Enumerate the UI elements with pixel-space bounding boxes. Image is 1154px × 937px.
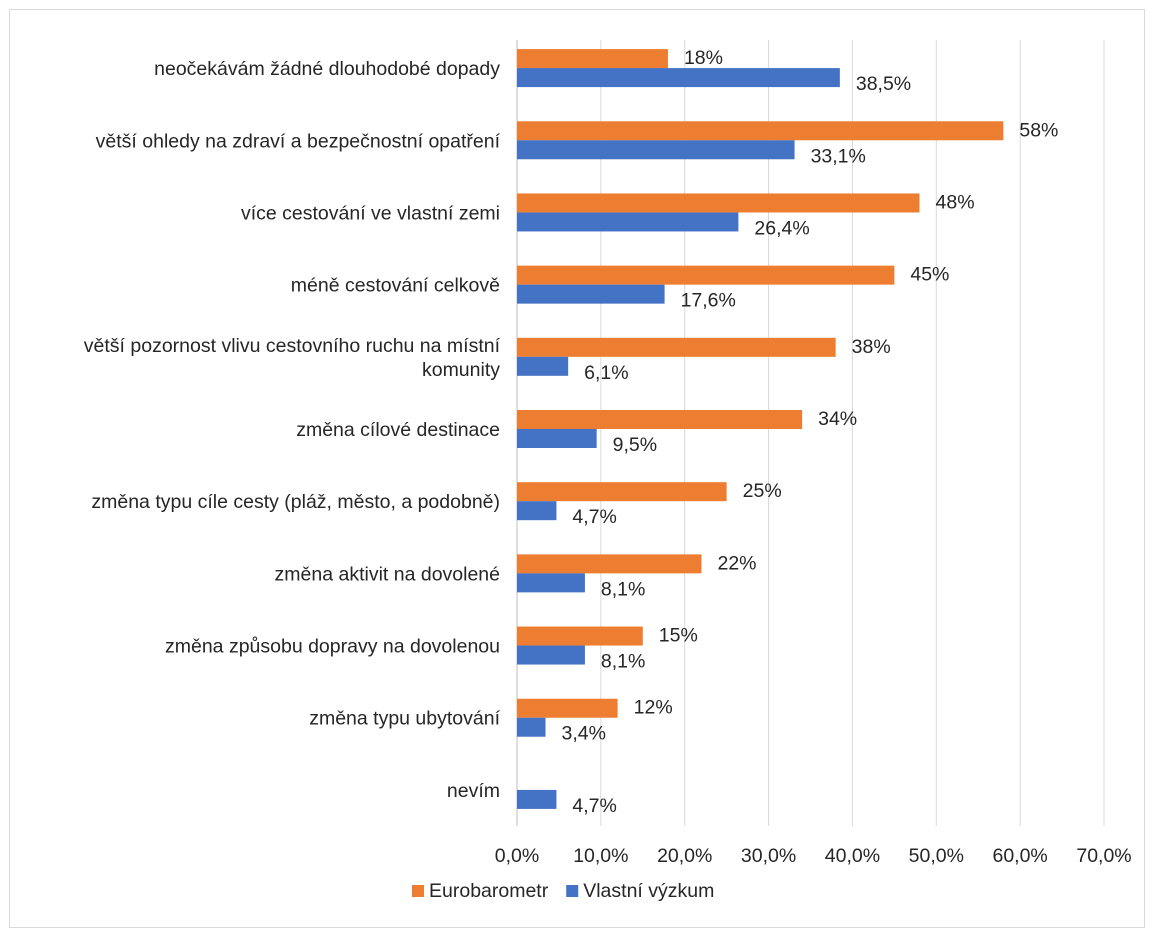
category-label-line: méně cestování celkově [291,275,500,297]
bar-eurobarometr [517,49,668,69]
category-label-line: změna typu ubytování [309,708,500,730]
data-label-eurobarometr: 15% [659,625,698,647]
data-label-vlastni-vyzkum: 8,1% [601,578,645,600]
bar-eurobarometr [517,482,727,502]
category-label: změna typu cíle cesty (pláž, město, a po… [91,491,500,513]
category-label-line: větší ohledy na zdraví a bezpečnostní op… [96,130,501,152]
bar-vlastni-vyzkum [517,140,795,160]
legend-label: Eurobarometr [429,880,549,902]
data-label-eurobarometr: 22% [717,552,756,574]
data-label-vlastni-vyzkum: 38,5% [856,73,911,95]
data-label-vlastni-vyzkum: 6,1% [584,362,628,384]
data-label-vlastni-vyzkum: 33,1% [811,145,866,167]
category-label-line: větší pozornost vlivu cestovního ruchu n… [84,335,501,357]
legend-label: Vlastní výzkum [583,880,714,902]
category-label-line: změna cílové destinace [296,419,500,441]
category-label: změna typu ubytování [309,708,500,730]
data-label-eurobarometr: 34% [818,408,857,430]
bar-eurobarometr [517,410,803,429]
bar-vlastni-vyzkum [517,356,569,376]
category-label: více cestování ve vlastní zemi [241,202,500,224]
data-label-vlastni-vyzkum: 3,4% [562,723,606,745]
category-label-line: více cestování ve vlastní zemi [241,202,500,224]
category-label: změna cílové destinace [296,419,500,441]
bar-vlastni-vyzkum [517,68,840,88]
x-tick-label: 10,0% [573,845,628,867]
data-label-eurobarometr: 18% [684,47,723,69]
x-tick-label: 40,0% [825,845,880,867]
category-label: změna aktivit na dovolené [275,563,500,585]
data-label-eurobarometr: 25% [743,480,782,502]
category-label: neočekávám žádné dlouhodobé dopady [154,58,500,80]
category-label-line: změna aktivit na dovolené [275,563,500,585]
x-tick-label: 70,0% [1076,845,1131,867]
category-label-line: nevím [447,780,500,802]
category-label: nevím [447,780,500,802]
chart-frame [9,9,1145,928]
bar-vlastni-vyzkum [517,429,597,448]
x-tick-label: 60,0% [992,845,1047,867]
data-label-vlastni-vyzkum: 4,7% [572,506,616,528]
category-label: změna způsobu dopravy na dovolenou [165,636,500,658]
bar-eurobarometr [517,121,1004,141]
data-label-eurobarometr: 45% [910,264,949,286]
legend-swatch [412,885,424,897]
bar-vlastni-vyzkum [517,501,557,521]
bar-vlastni-vyzkum [517,212,739,232]
x-tick-label: 50,0% [909,845,964,867]
x-tick-label: 30,0% [741,845,796,867]
data-label-vlastni-vyzkum: 4,7% [572,795,616,817]
category-label-line: změna způsobu dopravy na dovolenou [165,636,500,658]
bar-eurobarometr [517,698,618,718]
data-label-eurobarometr: 48% [936,191,975,213]
data-label-vlastni-vyzkum: 8,1% [601,651,645,673]
bar-eurobarometr [517,337,836,357]
category-label: méně cestování celkově [291,275,500,297]
x-tick-label: 20,0% [657,845,712,867]
data-label-eurobarometr: 38% [852,336,891,358]
data-label-vlastni-vyzkum: 26,4% [754,217,809,239]
bar-eurobarometr [517,193,920,213]
data-label-eurobarometr: 12% [634,697,673,719]
x-tick-label: 0,0% [495,845,539,867]
bar-vlastni-vyzkum [517,573,585,593]
bar-vlastni-vyzkum [517,645,585,665]
category-label-line: změna typu cíle cesty (pláž, město, a po… [91,491,500,513]
bar-eurobarometr [517,265,895,285]
data-label-vlastni-vyzkum: 17,6% [681,290,736,312]
category-label-line: neočekávám žádné dlouhodobé dopady [154,58,500,80]
data-label-eurobarometr: 58% [1019,119,1058,141]
bar-eurobarometr [517,554,702,574]
category-label-line: komunity [422,359,500,381]
bar-eurobarometr [517,626,643,646]
category-label: větší pozornost vlivu cestovního ruchu n… [84,335,501,381]
bar-vlastni-vyzkum [517,789,557,809]
bar-vlastni-vyzkum [517,284,665,304]
data-label-vlastni-vyzkum: 9,5% [613,434,657,456]
category-label: větší ohledy na zdraví a bezpečnostní op… [96,130,501,152]
legend-swatch [566,885,579,897]
bar-vlastni-vyzkum [517,717,546,737]
